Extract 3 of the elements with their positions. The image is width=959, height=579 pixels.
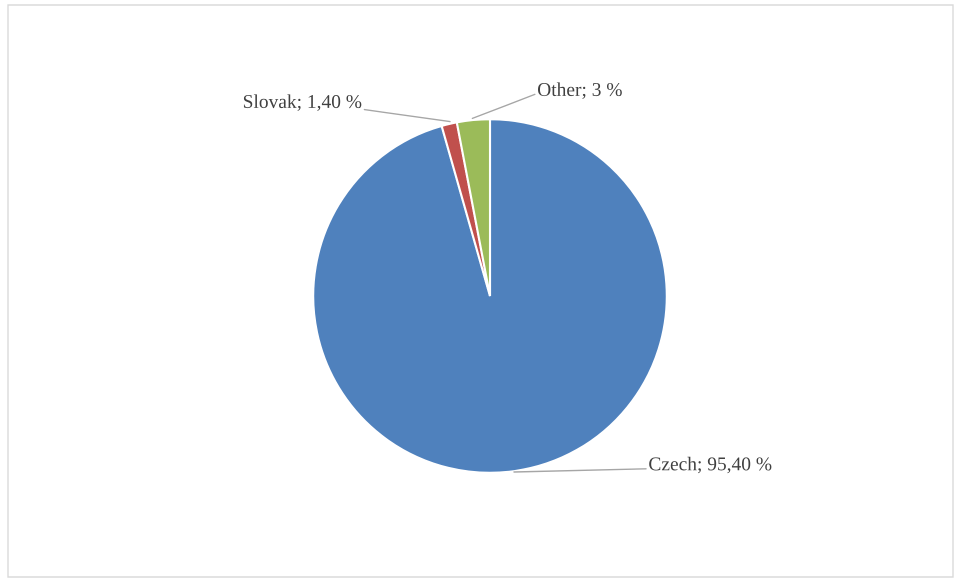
slice-label: Czech; 95,40 % xyxy=(649,456,772,474)
slice-label: Slovak; 1,40 % xyxy=(244,94,362,111)
slice-label: Other; 3 % xyxy=(538,82,622,99)
